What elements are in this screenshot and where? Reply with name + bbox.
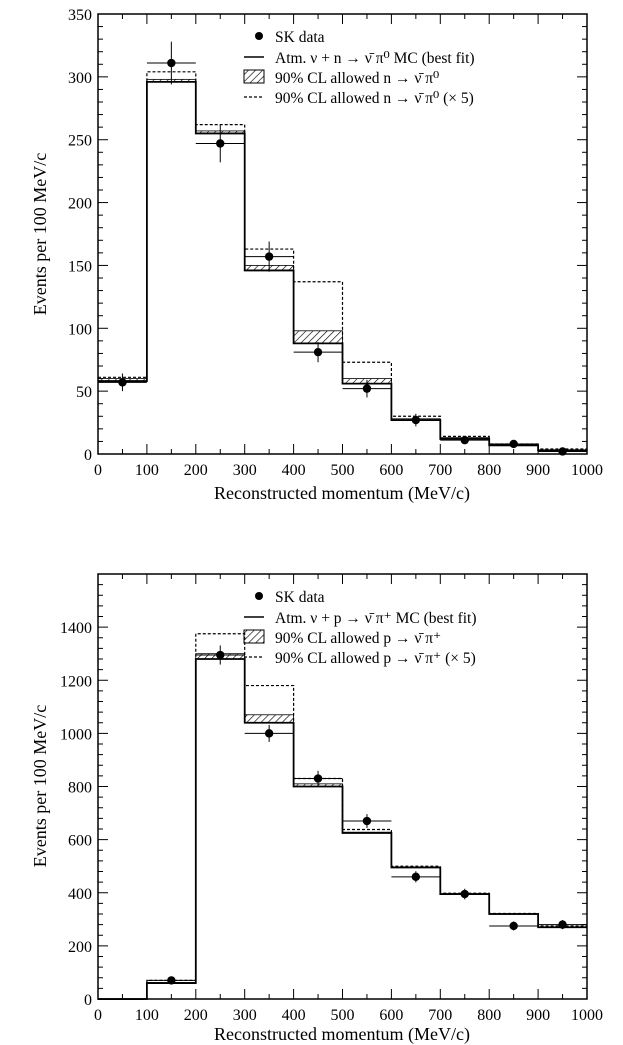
x-tick-label: 500 (331, 462, 355, 479)
x-tick-label: 400 (282, 462, 306, 479)
x-axis-title: Reconstructed momentum (MeV/c) (214, 483, 470, 504)
legend-label-cl90: 90% CL allowed n → ν̄ π⁰ (275, 70, 439, 87)
y-tick-label: 400 (68, 886, 92, 903)
cl90-band-bin (244, 714, 294, 724)
y-axis-title: Events per 100 MeV/c (30, 153, 50, 315)
data-point (362, 816, 372, 826)
tick-labels: 0 100 200 300 400 500 600 700 800 900 1000 0 50 100 15… (68, 7, 603, 479)
y-tick-label: 300 (68, 70, 92, 87)
x-tick-label: 200 (184, 1007, 208, 1024)
x-tick-label: 100 (135, 462, 159, 479)
y-tick-label: 200 (68, 196, 92, 213)
y-tick-label: 50 (76, 384, 92, 401)
y-tick-label: 0 (84, 992, 92, 1009)
x-tick-label: 800 (477, 462, 501, 479)
y-tick-label: 350 (68, 7, 92, 24)
data-point (411, 872, 421, 882)
x-tick-label: 200 (184, 462, 208, 479)
data-point (118, 378, 127, 387)
chart-panel-top: 0 100 200 300 400 500 600 700 800 900 1000 0 50 100 15… (30, 7, 603, 504)
legend-label-data: SK data (275, 29, 325, 46)
series-layer (97, 41, 588, 456)
x-tick-label: 500 (331, 1007, 355, 1024)
data-point (509, 439, 518, 449)
y-tick-label: 0 (84, 447, 92, 464)
x-tick-label: 900 (526, 1007, 550, 1024)
y-tick-label: 200 (68, 939, 92, 956)
legend: SK data Atm. ν + n → ν̄ π⁰ MC (best fit)… (243, 29, 475, 107)
legend-marker-cl90 (243, 69, 265, 84)
legend-label-mc: Atm. ν + p → ν̄ π⁺ MC (best fit) (275, 610, 477, 627)
data-point (460, 889, 469, 899)
x-tick-label: 900 (526, 462, 550, 479)
x-tick-label: 0 (94, 462, 102, 479)
data-point (167, 58, 176, 68)
x-tick-label: 0 (94, 1007, 102, 1024)
legend-label-mc: Atm. ν + n → ν̄ π⁰ MC (best fit) (275, 50, 475, 67)
legend-label-data: SK data (275, 589, 325, 606)
data-point (167, 976, 176, 985)
y-axis-title: Events per 100 MeV/c (30, 705, 50, 867)
data-point (264, 252, 274, 261)
x-tick-label: 1000 (571, 462, 603, 479)
data-point (558, 447, 567, 456)
y-tick-label: 800 (68, 780, 92, 797)
x-tick-label: 800 (477, 1007, 501, 1024)
data-point (264, 729, 274, 738)
cl90x5-step-line (98, 71, 587, 450)
x-tick-label: 100 (135, 1007, 159, 1024)
data-point (411, 415, 421, 425)
legend-marker-data (255, 32, 263, 40)
x-tick-label: 600 (379, 1007, 403, 1024)
mc-best-fit-step-line (98, 80, 587, 452)
x-tick-label: 300 (233, 462, 257, 479)
legend-label-cl90x5: 90% CL allowed p → ν̄ π⁺ (× 5) (275, 650, 476, 667)
y-tick-label: 1200 (60, 673, 92, 690)
data-point (362, 384, 372, 393)
legend-marker-data (255, 592, 263, 600)
y-tick-label: 600 (68, 833, 92, 850)
chart-panel-bottom: 0 100 200 300 400 500 600 700 800 900 1000 0 200 400 6… (30, 573, 603, 1045)
y-tick-label: 250 (68, 133, 92, 150)
tick-labels: 0 100 200 300 400 500 600 700 800 900 1000 0 200 400 6… (60, 620, 603, 1024)
data-point (558, 920, 567, 929)
legend-label-cl90x5: 90% CL allowed n → ν̄ π⁰ (× 5) (275, 90, 474, 107)
data-point (509, 921, 518, 931)
x-axis-title: Reconstructed momentum (MeV/c) (214, 1024, 470, 1045)
data-point (216, 650, 225, 660)
x-tick-label: 400 (282, 1007, 306, 1024)
x-tick-label: 700 (428, 462, 452, 479)
data-point (313, 774, 323, 783)
data-point (216, 139, 225, 148)
series-layer (97, 633, 588, 1001)
y-tick-label: 1000 (60, 726, 92, 743)
cl90-band-bin (293, 330, 343, 344)
data-point (313, 347, 323, 357)
x-tick-label: 300 (233, 1007, 257, 1024)
data-point (460, 435, 469, 445)
legend-label-cl90: 90% CL allowed p → ν̄ π⁺ (275, 630, 441, 647)
x-tick-label: 600 (379, 462, 403, 479)
x-tick-label: 700 (428, 1007, 452, 1024)
legend-marker-cl90 (243, 629, 265, 644)
x-tick-label: 1000 (571, 1007, 603, 1024)
axis-ticks (97, 574, 588, 1000)
legend: SK data Atm. ν + p → ν̄ π⁺ MC (best fit)… (243, 589, 477, 667)
y-tick-label: 100 (68, 321, 92, 338)
mc-best-fit-step-line (98, 658, 587, 1000)
y-tick-label: 1400 (60, 620, 92, 637)
y-tick-label: 150 (68, 258, 92, 275)
